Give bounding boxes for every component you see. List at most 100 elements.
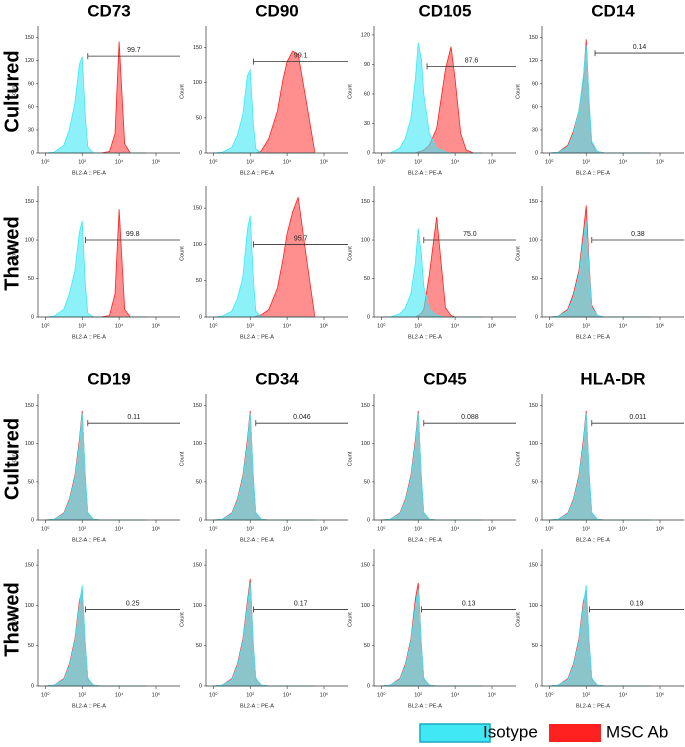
x-tick-label: 10² (246, 526, 254, 532)
x-axis-label: BL2-A :: PE-A (72, 170, 106, 176)
x-tick-label: 10⁰ (209, 691, 218, 698)
x-tick-label: 10⁴ (283, 525, 292, 532)
y-tick-label: 150 (529, 35, 538, 41)
x-tick-label: 10⁶ (152, 525, 160, 532)
legend-label: MSC Ab (606, 722, 668, 741)
y-tick-label: 50 (532, 479, 538, 485)
x-tick-label: 10² (414, 526, 422, 532)
x-tick-label: 10⁰ (377, 158, 386, 165)
y-axis-label: Count (515, 84, 521, 99)
y-tick-label: 50 (532, 643, 538, 649)
y-tick-label: 0 (199, 150, 202, 156)
x-tick-label: 10⁶ (656, 322, 664, 329)
legend-swatch (419, 723, 491, 743)
histogram-area (45, 413, 147, 521)
y-tick-label: 150 (529, 403, 538, 409)
row-label: Cultured (1, 418, 23, 500)
panel-title: CD19 (87, 369, 130, 388)
x-tick-label: 10⁶ (488, 525, 496, 532)
x-tick-label: 10⁰ (41, 525, 50, 532)
panel-title: HLA-DR (580, 369, 645, 388)
histogram-area (213, 413, 315, 521)
y-axis-label: Count (515, 246, 521, 261)
y-tick-label: 120 (25, 58, 34, 64)
histogram-area (45, 209, 147, 318)
histogram-area (381, 410, 483, 521)
histogram-area (381, 582, 483, 687)
y-axis-label: Count (11, 451, 17, 466)
panel-title: CD34 (255, 369, 299, 388)
y-tick-label: 100 (361, 603, 370, 609)
x-tick-label: 10⁶ (656, 525, 664, 532)
y-tick-label: 150 (25, 199, 34, 205)
x-tick-label: 10⁴ (451, 322, 460, 329)
x-axis-label: BL2-A :: PE-A (72, 334, 106, 340)
y-tick-label: 50 (364, 276, 370, 282)
y-tick-label: 30 (364, 121, 370, 127)
y-tick-label: 150 (529, 563, 538, 569)
y-tick-label: 100 (193, 242, 202, 248)
histogram-area (549, 45, 651, 154)
x-axis-label: BL2-A :: PE-A (240, 334, 274, 340)
y-tick-label: 50 (364, 479, 370, 485)
x-axis-label: BL2-A :: PE-A (240, 537, 274, 543)
x-tick-label: 10⁶ (488, 691, 496, 698)
y-tick-label: 0 (367, 150, 370, 156)
x-tick-label: 10⁴ (619, 158, 628, 165)
histogram-area (549, 410, 651, 521)
x-axis-label: BL2-A :: PE-A (576, 537, 610, 543)
x-axis-label: BL2-A :: PE-A (72, 537, 106, 543)
y-tick-label: 50 (532, 276, 538, 282)
gate-label: 0.17 (294, 600, 308, 607)
y-axis-label: Count (515, 451, 521, 466)
x-axis-label: BL2-A :: PE-A (408, 703, 442, 709)
y-tick-label: 100 (529, 237, 538, 243)
y-tick-label: 0 (367, 517, 370, 523)
y-tick-label: 90 (364, 62, 370, 68)
y-tick-label: 100 (529, 441, 538, 447)
x-axis-label: BL2-A :: PE-A (576, 170, 610, 176)
x-tick-label: 10⁰ (377, 525, 386, 532)
histogram-area (45, 410, 147, 521)
gate-label: 0.38 (631, 231, 645, 238)
y-tick-label: 150 (361, 199, 370, 205)
y-tick-label: 0 (199, 683, 202, 689)
y-tick-label: 100 (193, 603, 202, 609)
y-tick-label: 0 (31, 517, 34, 523)
row-label: Thawed (1, 216, 23, 290)
x-tick-label: 10⁰ (209, 322, 218, 329)
x-tick-label: 10² (78, 526, 86, 532)
y-tick-label: 30 (28, 127, 34, 133)
y-tick-label: 150 (25, 403, 34, 409)
gate-label: 99.1 (294, 52, 308, 59)
y-tick-label: 0 (535, 150, 538, 156)
y-tick-label: 50 (196, 479, 202, 485)
x-axis-label: BL2-A :: PE-A (240, 703, 274, 709)
x-tick-label: 10⁶ (656, 158, 664, 165)
y-tick-label: 0 (535, 683, 538, 689)
y-tick-label: 100 (25, 441, 34, 447)
histogram-area (549, 39, 651, 154)
y-tick-label: 0 (199, 517, 202, 523)
y-axis-label: Count (347, 612, 353, 627)
x-tick-label: 10² (582, 692, 590, 698)
x-tick-label: 10⁰ (545, 322, 554, 329)
x-tick-label: 10⁶ (320, 525, 328, 532)
y-tick-label: 120 (529, 58, 538, 64)
y-axis-label: Count (347, 451, 353, 466)
panel-title: CD14 (591, 1, 635, 20)
row-label: Thawed (1, 582, 23, 656)
y-tick-label: 60 (28, 104, 34, 110)
y-tick-label: 0 (31, 683, 34, 689)
y-tick-label: 50 (28, 479, 34, 485)
x-tick-label: 10² (582, 159, 590, 165)
y-tick-label: 50 (196, 643, 202, 649)
x-tick-label: 10⁶ (488, 322, 496, 329)
y-tick-label: 0 (367, 314, 370, 320)
y-axis-label: Count (11, 84, 17, 99)
x-tick-label: 10⁴ (619, 525, 628, 532)
y-tick-label: 50 (196, 115, 202, 121)
x-axis-label: BL2-A :: PE-A (576, 703, 610, 709)
x-tick-label: 10⁶ (488, 158, 496, 165)
